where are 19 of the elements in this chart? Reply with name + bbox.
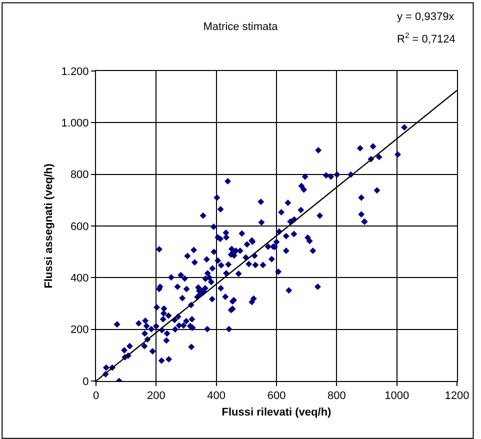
x-tick-label: 200 — [146, 390, 166, 402]
x-tick-label: 400 — [207, 390, 226, 402]
text: R$^{2}$ = 0,7124 — [397, 31, 456, 46]
y-tick-label: 200 — [70, 324, 89, 336]
x-tick-label: 0 — [92, 390, 100, 402]
text: y = 0,9379x — [397, 11, 455, 23]
y-tick-label: 600 — [70, 220, 89, 233]
x-axis-title: Flussi rilevati (veq/h) — [222, 406, 332, 418]
y-tick-label: 400 — [70, 272, 89, 285]
y-tick-label: 0 — [82, 376, 89, 388]
x-tick-label: 800 — [327, 390, 346, 402]
y-axis-title: Flussi assegnati (veq/h) — [42, 163, 55, 288]
y-tick-label: 800 — [70, 169, 89, 182]
x-tick-label: 600 — [267, 390, 286, 402]
x-tick-label: 1000 — [384, 390, 410, 402]
x-tick-label: 1200 — [444, 390, 470, 402]
y-tick-label: 1.200 — [61, 66, 89, 78]
chart-title: Matrice stimata — [203, 21, 279, 34]
y-tick-label: 1.000 — [61, 118, 89, 130]
